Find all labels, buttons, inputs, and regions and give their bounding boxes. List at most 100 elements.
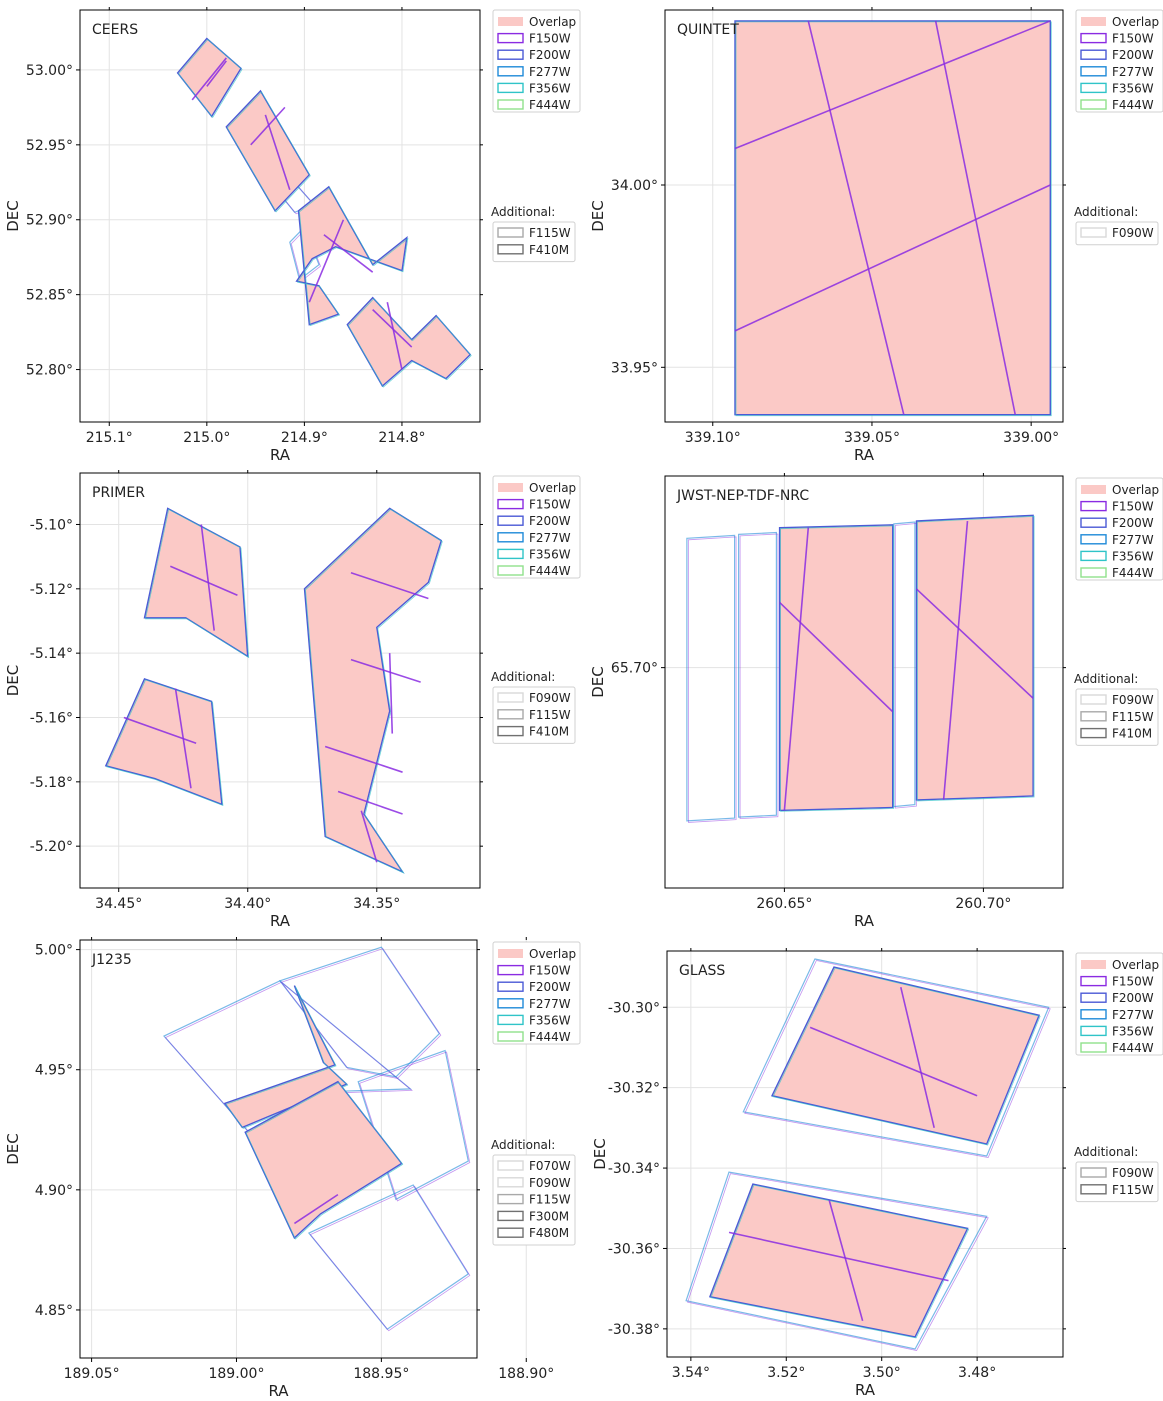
additional-label: F070W: [529, 1159, 571, 1173]
x-tick-label: 34.35°: [353, 896, 400, 912]
chip-gap-line: [942, 520, 969, 800]
y-tick-label: 52.90°: [26, 213, 73, 229]
legend-label: F150W: [1112, 975, 1154, 989]
additional-label: F090W: [1112, 1166, 1154, 1180]
x-tick-label: 3.50°: [863, 1365, 901, 1381]
footprint-f356w: [735, 21, 1052, 417]
y-tick-label: -5.20°: [30, 839, 73, 855]
y-tick-label: 52.95°: [26, 138, 73, 154]
chip-gap-line: [386, 301, 403, 370]
x-tick-label: 189.00°: [208, 1366, 264, 1382]
x-tick-label: 339.05°: [844, 430, 900, 446]
y-axis-label: DEC: [4, 1133, 22, 1165]
legend-label: F277W: [529, 997, 571, 1011]
plot-frame: [664, 475, 1064, 889]
panel-j1235: 189.05° 189.00° 188.95° 188.90° 5.00° 4.95° 4.…: [4, 937, 581, 1400]
y-tick-label: -5.10°: [30, 517, 73, 533]
legend-box: [1075, 477, 1163, 581]
y-tick-label: -5.12°: [30, 582, 73, 598]
legend-swatch-f200w: [497, 49, 524, 60]
legend-label: F444W: [1112, 1041, 1154, 1055]
additional-label: F090W: [529, 691, 571, 705]
chip-gap-line: [388, 653, 394, 734]
chip-gap-line: [206, 60, 227, 87]
additional-swatch-f070w: [497, 1160, 524, 1171]
additional-swatch-f115w: [497, 1193, 524, 1205]
chip-gap-line: [779, 601, 894, 713]
legend-label: F277W: [1112, 1008, 1154, 1022]
plot-frame: [79, 9, 481, 423]
panel-title: QUINTET: [677, 22, 739, 38]
legend-main: Overlap F150W F200W F277W F356W F444W: [492, 475, 581, 579]
legend-label: F277W: [529, 65, 571, 79]
legend-main: Overlap F150W F200W F277W F356W F444W: [1075, 477, 1163, 581]
legend-swatch-f277w: [497, 998, 524, 1009]
chip-gap-line: [783, 527, 810, 811]
x-axis-label: RA: [270, 912, 291, 930]
additional-label: F115W: [529, 708, 571, 722]
x-tick-label: 188.95°: [353, 1366, 409, 1382]
footprint-outline: [893, 521, 916, 808]
panel-jwst-nep-tdf-nrc: 260.65° 260.70° 65.70° RA DEC JWST-NEP-TDF-NR…: [589, 473, 1163, 930]
additional-swatch-f090w: [1080, 227, 1107, 238]
footprint-f200w: [770, 966, 1041, 1145]
footprint-outline-f150w: [744, 960, 1051, 1158]
legend-swatch-f356w: [497, 1014, 524, 1026]
legend-swatch-f150w: [1080, 975, 1107, 987]
legend-main: Overlap F150W F200W F277W F356W F444W: [492, 9, 581, 113]
x-tick-label: 214.8°: [378, 430, 425, 446]
plot-frame: [666, 950, 1064, 1358]
overlap-region: [735, 20, 1051, 415]
x-tick-label: 260.70°: [955, 896, 1011, 912]
footprint-outline: [686, 534, 736, 822]
plot-frame: [664, 9, 1064, 423]
legend-label: F200W: [529, 980, 571, 994]
y-tick-label: -30.32°: [608, 1081, 660, 1097]
footprint-f200w: [244, 1080, 403, 1240]
x-tick-label: 3.52°: [767, 1365, 805, 1381]
legend-main: Overlap F150W F200W F277W F356W F444W: [1075, 9, 1163, 113]
y-tick-label: 4.85°: [35, 1303, 73, 1319]
additional-legend-box: [1075, 1161, 1159, 1203]
footprint-f356w: [145, 508, 250, 659]
additional-label: F115W: [1112, 1183, 1154, 1197]
y-tick-label: 65.70°: [611, 661, 658, 677]
y-tick-label: -5.16°: [30, 710, 73, 726]
y-tick-label: 34.00°: [611, 178, 658, 194]
footprint-outline-f150w: [894, 523, 917, 809]
x-tick-label: 215.1°: [86, 430, 133, 446]
legend-swatch-f356w: [1080, 550, 1107, 562]
footprint-f356w: [710, 1184, 970, 1339]
additional-swatch-f410m: [1080, 727, 1107, 739]
y-axis-label: DEC: [589, 200, 607, 232]
plot-frame: [79, 472, 481, 889]
legend-label: Overlap: [529, 15, 576, 29]
legend-swatch-f277w: [1080, 534, 1107, 545]
chip-gap-line: [323, 234, 374, 273]
legend-label: F277W: [1112, 65, 1154, 79]
panel-primer: 34.45° 34.40° 34.35° -5.10° -5.12° -5.14° -5.1…: [4, 470, 581, 930]
legend-label: Overlap: [1112, 483, 1159, 497]
additional-swatch-f090w: [1080, 694, 1107, 705]
legend-swatch-f150w: [497, 32, 524, 44]
y-tick-label: -5.18°: [30, 775, 73, 791]
x-tick-label: 188.90°: [498, 1366, 554, 1382]
chip-gap-line: [828, 1200, 864, 1322]
legend-swatch-f150w: [1080, 32, 1107, 44]
x-tick-label: 339.00°: [1003, 430, 1059, 446]
y-tick-label: 33.95°: [611, 360, 658, 376]
additional-legend-box: [492, 686, 576, 744]
y-tick-label: 5.00°: [35, 943, 73, 959]
legend-label: F356W: [529, 547, 571, 561]
additional-label: F090W: [1112, 693, 1154, 707]
y-tick-label: 52.85°: [26, 288, 73, 304]
footprint-f200w: [778, 524, 894, 812]
y-axis-label: DEC: [589, 666, 607, 698]
footprint-outline: [737, 531, 778, 818]
overlap-region: [709, 1184, 968, 1337]
x-tick-label: 260.65°: [756, 896, 812, 912]
legend-swatch-overlap: [498, 949, 523, 958]
legend-box: [492, 475, 581, 579]
overlap-region: [105, 678, 222, 805]
